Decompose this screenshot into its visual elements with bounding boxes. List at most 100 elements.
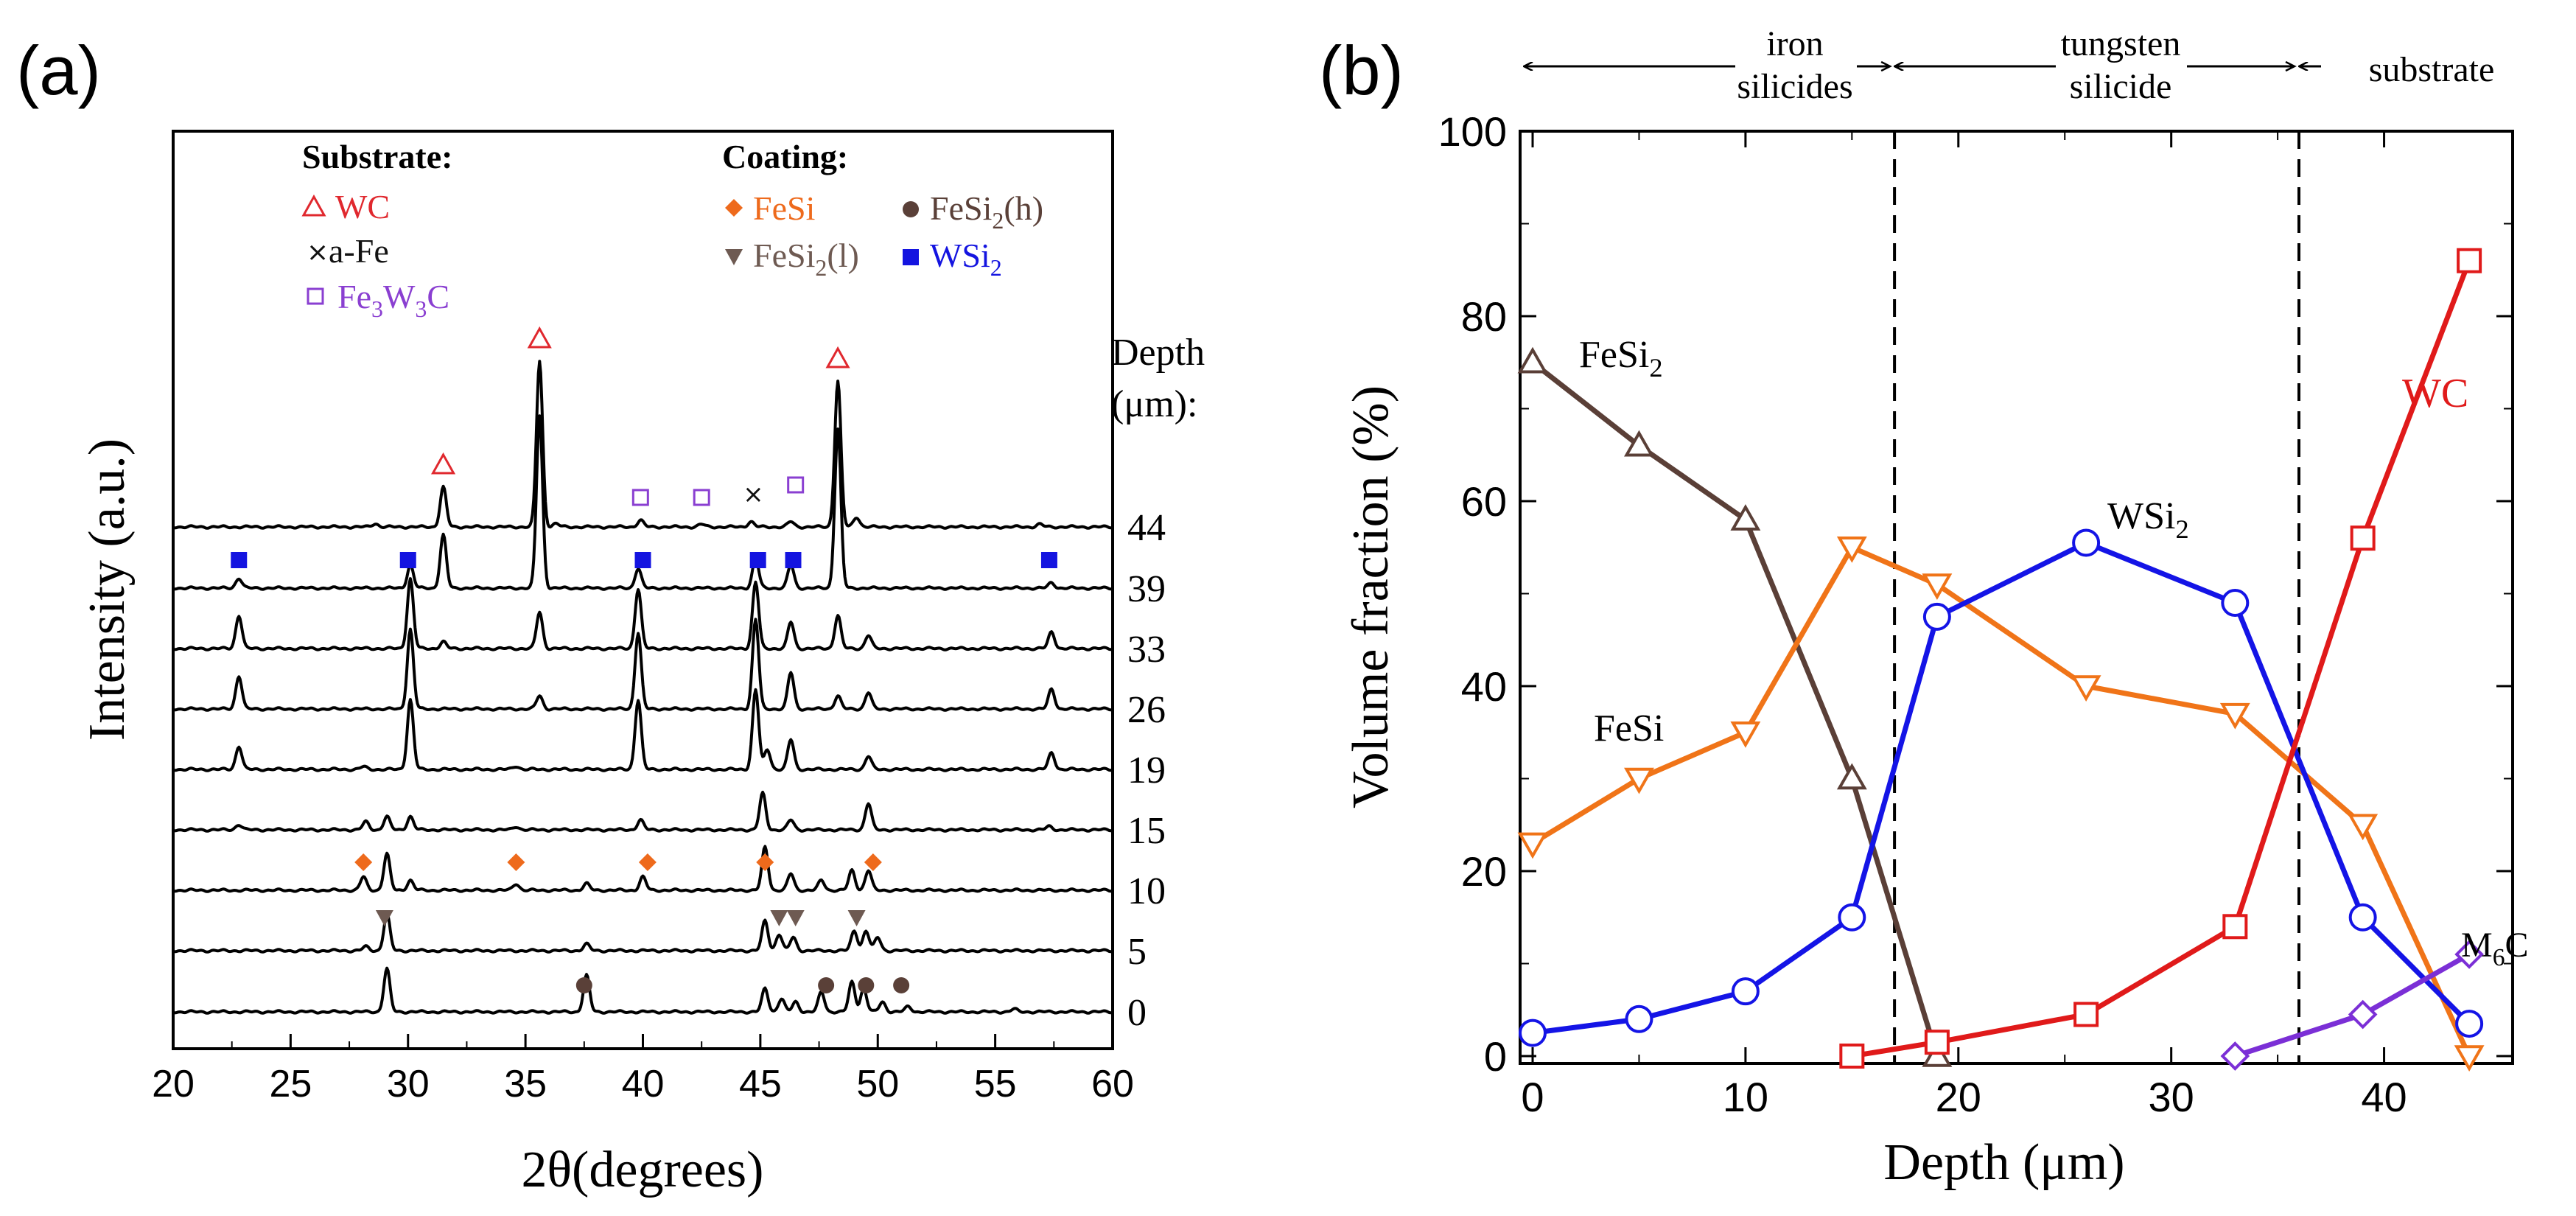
wsi2-peak-marker: [1040, 552, 1057, 568]
legend-wsi2-label: WSi2: [930, 237, 1002, 281]
vf-point: [1517, 832, 1548, 859]
vf-point: [1836, 763, 1867, 790]
legend-wc-label: WC: [335, 188, 390, 226]
wsi2-peak-marker: [634, 552, 651, 568]
region-arrow-head: [1880, 60, 1892, 72]
vf-y-tick-label: 100: [1438, 108, 1507, 155]
vf-series-M6C: [2220, 940, 2484, 1071]
fesi2h-peak-marker: [818, 977, 835, 993]
legend-fesi2l-triangle-icon: [725, 249, 743, 265]
xrd-patterns: [172, 360, 1113, 1015]
wsi2-peak-marker: [785, 552, 802, 568]
vf-line-WSi2: [1532, 540, 2471, 1036]
region-label: silicides: [1737, 67, 1852, 106]
depth-label-15: 15: [1127, 810, 1166, 852]
depth-label-0: 0: [1127, 992, 1147, 1034]
xrd-pattern-0: [172, 966, 1113, 1015]
vf-x-axis-label: Depth (μm): [1883, 1134, 2124, 1191]
vf-region-dividers: [1893, 131, 2300, 1063]
vf-point: [1924, 1030, 1950, 1055]
region-label: substrate: [2369, 50, 2495, 89]
legend-afe-cross-icon: ×: [307, 237, 329, 268]
vf-point: [2073, 1002, 2099, 1027]
wsi2-peak-marker: [231, 552, 248, 568]
legend-fe3w3c-square-icon: [307, 287, 324, 305]
vf-point: [2455, 1010, 2484, 1038]
wc-peak-marker: [825, 346, 850, 368]
legend-fesi2l-label: FeSi2(l): [753, 237, 859, 281]
label-fesi2: FeSi2: [1579, 334, 1663, 382]
xrd-x-tick-label: 50: [856, 1063, 899, 1105]
vf-ticks: 0 10 20 30 40 0 20 40 60 80 100: [1438, 108, 2513, 1120]
xrd-x-tick-label: 20: [152, 1063, 195, 1105]
vf-point: [2350, 525, 2376, 551]
label-wsi2: WSi2: [2107, 495, 2189, 544]
afe-peak-marker: ×: [743, 480, 764, 509]
xrd-legend: Substrate: Coating: WC × a-Fe Fe3W3C FeS…: [301, 138, 1043, 322]
label-fesi: FeSi: [1594, 707, 1664, 749]
xrd-x-tick-label: 30: [387, 1063, 430, 1105]
vf-point: [1922, 573, 1953, 600]
fe3w3c-peak-marker: [631, 489, 649, 506]
vf-series-FeSi: [1517, 537, 2485, 1072]
vf-series-labels: FeSi2 FeSi WSi2 WC M6C: [1579, 334, 2529, 971]
vf-point: [2219, 702, 2250, 730]
vf-series-FeSi2: [1517, 346, 1953, 1067]
vf-series-WC: [1839, 248, 2482, 1069]
vf-y-tick-label: 60: [1461, 478, 1507, 525]
xrd-pattern-15: [172, 790, 1113, 833]
depth-label-5: 5: [1127, 931, 1147, 973]
legend-fesi2h-label: FeSi2(h): [930, 189, 1043, 234]
xrd-x-tick-label: 55: [974, 1063, 1017, 1105]
vf-point: [1836, 537, 1867, 563]
vf-point: [2348, 999, 2378, 1030]
depth-title: Depth: [1111, 332, 1205, 374]
fesi2h-peak-marker: [893, 977, 910, 993]
vf-point: [1839, 1044, 1865, 1069]
vf-y-tick-label: 40: [1461, 663, 1507, 710]
fesi-peak-marker: [638, 853, 657, 871]
xrd-x-tick-label: 45: [739, 1063, 782, 1105]
vf-series: [1517, 248, 2485, 1072]
wc-peak-marker: [527, 326, 552, 349]
vf-point: [1625, 1004, 1653, 1033]
fesi-peak-marker: [864, 853, 882, 871]
vf-point: [1731, 977, 1760, 1006]
vf-point: [1730, 721, 1761, 748]
vf-point: [1623, 767, 1654, 794]
wsi2-peak-marker: [399, 552, 416, 568]
vf-line-WC: [1851, 259, 2472, 1059]
vf-series-WSi2: [1519, 528, 2484, 1047]
legend-wsi2-square-icon: [903, 249, 919, 265]
depth-label-33: 33: [1127, 629, 1166, 671]
vf-point: [2072, 528, 2101, 557]
vf-point: [2071, 675, 2101, 702]
xrd-x-tick-label: 40: [622, 1063, 665, 1105]
xrd-x-tick-label: 60: [1091, 1063, 1134, 1105]
xrd-pattern-10: [172, 845, 1113, 893]
xrd-y-axis-label: Intensity (a.u.): [79, 438, 136, 741]
label-m6c: M6C: [2461, 926, 2529, 971]
label-wc: WC: [2402, 371, 2468, 416]
fesi-peak-marker: [756, 853, 774, 871]
xrd-depth-labels: 44 39 33 26 19 15 10 5 0: [1127, 507, 1166, 1034]
region-label: iron: [1766, 24, 1823, 63]
region-annotations: iron silicides tungsten silicide substrate: [1524, 24, 2494, 106]
vf-y-axis-label: Volume fraction (%): [1343, 385, 1399, 808]
fesi-peak-marker: [354, 853, 373, 871]
fe3w3c-peak-marker: [693, 489, 710, 506]
depth-unit: (μm):: [1111, 383, 1197, 425]
depth-label-44: 44: [1127, 507, 1166, 549]
fesi2h-peak-marker: [575, 977, 592, 993]
vf-point: [2222, 914, 2248, 940]
depth-label-10: 10: [1127, 870, 1166, 912]
panel-a-label: (a): [16, 32, 101, 109]
vf-point: [2454, 940, 2484, 969]
xrd-pattern-39: [172, 414, 1113, 591]
xrd-pattern-26: [172, 618, 1113, 712]
legend-fesi-diamond-icon: [725, 199, 743, 217]
region-arrow-head: [2285, 60, 2297, 72]
vf-x-tick-label: 30: [2149, 1074, 2194, 1120]
